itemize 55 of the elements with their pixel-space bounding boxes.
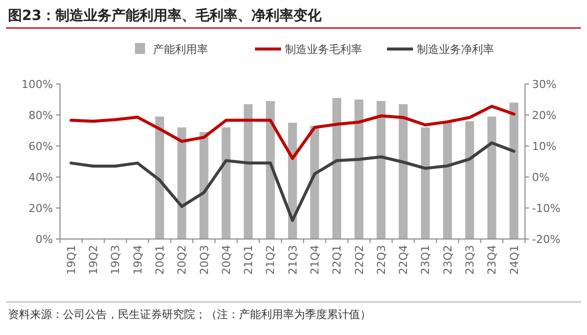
y2-tick-label: 0% xyxy=(532,170,550,184)
x-tick-label: 24Q1 xyxy=(508,245,521,275)
bar xyxy=(376,101,386,239)
y-tick-label: 0% xyxy=(36,232,53,246)
y2-tick-label: -10% xyxy=(532,202,560,215)
y-tick-label: 100% xyxy=(22,78,53,91)
bar xyxy=(398,104,408,239)
x-tick-label: 21Q2 xyxy=(264,245,278,275)
bar xyxy=(465,121,474,239)
y2-tick-label: -20% xyxy=(532,232,560,246)
line-series xyxy=(70,141,516,222)
bar xyxy=(510,102,518,239)
y2-tick-label: 20% xyxy=(532,108,556,122)
bar xyxy=(354,100,364,239)
bar xyxy=(443,121,452,239)
x-tick-label: 20Q1 xyxy=(153,245,166,275)
x-tick-label: 23Q3 xyxy=(463,245,476,275)
bar xyxy=(200,132,208,239)
x-tick-label: 20Q2 xyxy=(176,245,189,275)
bar xyxy=(487,116,496,239)
x-tick-label: 20Q4 xyxy=(220,245,233,275)
legend-label: 制造业务毛利率 xyxy=(285,42,362,56)
x-tick-label: 21Q4 xyxy=(308,245,322,275)
x-tick-label: 19Q1 xyxy=(64,245,78,275)
y-tick-label: 20% xyxy=(28,202,53,215)
legend-label: 产能利用率 xyxy=(153,42,208,56)
bar xyxy=(310,126,320,239)
bar xyxy=(266,101,275,239)
line-series xyxy=(70,104,516,160)
x-tick-label: 20Q3 xyxy=(198,245,211,275)
x-tick-label: 22Q2 xyxy=(352,245,366,275)
bar xyxy=(244,104,253,239)
x-tick-label: 19Q4 xyxy=(131,245,144,275)
x-tick-label: 22Q4 xyxy=(397,245,410,275)
x-tick-label: 19Q2 xyxy=(87,245,100,275)
x-tick-label: 22Q3 xyxy=(374,245,388,275)
x-tick-label: 21Q3 xyxy=(286,245,300,275)
y-tick-label: 80% xyxy=(28,108,53,122)
y-tick-label: 60% xyxy=(28,140,53,153)
y-tick-label: 40% xyxy=(28,170,53,184)
text: 资料来源：公司公告，民生证券研究院；（注：产能利用率为季度累计值） xyxy=(8,308,371,321)
bar xyxy=(420,127,430,239)
legend-label: 制造业务净利率 xyxy=(417,42,494,56)
x-tick-label: 22Q1 xyxy=(330,245,344,275)
bar xyxy=(222,127,230,239)
bar xyxy=(155,116,164,239)
bar xyxy=(332,98,342,239)
x-tick-label: 23Q1 xyxy=(419,245,432,275)
x-tick-label: 21Q1 xyxy=(242,245,256,275)
x-tick-label: 19Q3 xyxy=(109,245,122,275)
x-tick-label: 23Q2 xyxy=(441,245,454,275)
x-tick-label: 23Q4 xyxy=(486,245,499,275)
chart-title: 图23：制造业务产能利用率、毛利率、净利率变化 xyxy=(8,7,322,24)
y2-tick-label: 30% xyxy=(532,78,556,91)
y2-tick-label: 10% xyxy=(532,140,556,153)
